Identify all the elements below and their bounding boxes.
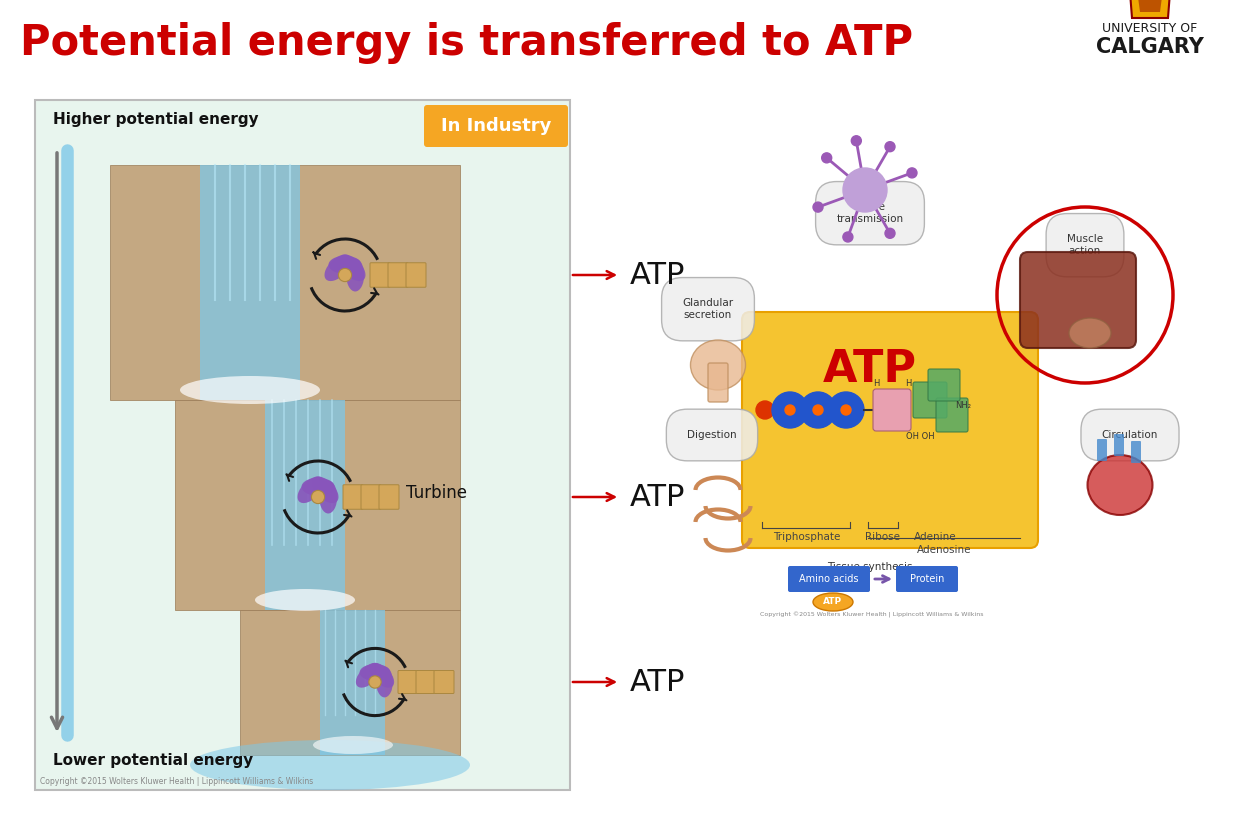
Circle shape [368, 676, 381, 688]
FancyBboxPatch shape [896, 566, 958, 592]
Ellipse shape [370, 663, 394, 688]
Text: Copyright ©2015 Wolters Kluwer Health | Lippincott Williams & Wilkins: Copyright ©2015 Wolters Kluwer Health | … [760, 612, 984, 618]
Ellipse shape [319, 481, 337, 514]
Circle shape [311, 491, 325, 504]
Circle shape [885, 228, 895, 238]
Text: Muscle
action: Muscle action [1067, 234, 1103, 256]
Circle shape [813, 202, 823, 212]
Circle shape [843, 232, 853, 242]
Ellipse shape [691, 340, 745, 390]
Circle shape [907, 168, 917, 178]
Bar [35, 100, 570, 790]
Text: Copyright ©2015 Wolters Kluwer Health | Lippincott Williams & Wilkins: Copyright ©2015 Wolters Kluwer Health | … [40, 777, 313, 786]
Polygon shape [1130, 0, 1170, 18]
Ellipse shape [1069, 318, 1111, 348]
Circle shape [885, 142, 895, 152]
Polygon shape [1138, 0, 1162, 12]
Text: In Industry: In Industry [441, 117, 551, 135]
Bar [320, 610, 384, 755]
Ellipse shape [325, 255, 351, 281]
Circle shape [843, 168, 887, 212]
Text: OH OH: OH OH [906, 432, 934, 441]
Text: ATP: ATP [630, 667, 686, 696]
FancyBboxPatch shape [434, 671, 454, 694]
Bar [240, 610, 460, 755]
FancyBboxPatch shape [1098, 439, 1107, 461]
Circle shape [813, 405, 823, 415]
FancyBboxPatch shape [405, 263, 426, 287]
FancyBboxPatch shape [1131, 441, 1141, 463]
Text: ATP: ATP [823, 349, 917, 392]
Bar [265, 400, 345, 610]
Bar [110, 165, 460, 400]
FancyBboxPatch shape [1020, 252, 1136, 348]
Text: Lower potential energy: Lower potential energy [53, 753, 253, 768]
Circle shape [828, 392, 864, 428]
Text: NH₂: NH₂ [955, 401, 971, 409]
Ellipse shape [356, 663, 381, 688]
Circle shape [852, 136, 861, 146]
Ellipse shape [180, 376, 320, 404]
Ellipse shape [255, 589, 355, 611]
Ellipse shape [311, 476, 339, 503]
Text: UNIVERSITY OF: UNIVERSITY OF [1103, 22, 1198, 35]
Text: Triphosphate: Triphosphate [774, 532, 840, 542]
Ellipse shape [298, 476, 324, 503]
FancyBboxPatch shape [708, 363, 728, 402]
Ellipse shape [339, 255, 366, 281]
Text: ATP: ATP [823, 598, 843, 607]
Text: Higher potential energy: Higher potential energy [53, 112, 258, 127]
FancyBboxPatch shape [398, 671, 418, 694]
FancyBboxPatch shape [417, 671, 436, 694]
FancyBboxPatch shape [370, 263, 391, 287]
Circle shape [772, 392, 808, 428]
Bar [200, 165, 300, 400]
Ellipse shape [1088, 455, 1152, 515]
FancyBboxPatch shape [1114, 434, 1124, 456]
FancyBboxPatch shape [928, 369, 960, 401]
FancyBboxPatch shape [388, 263, 408, 287]
Text: Nerve
transmission: Nerve transmission [837, 203, 904, 224]
Text: H: H [873, 379, 879, 388]
Circle shape [756, 401, 774, 419]
Text: Adenosine: Adenosine [917, 545, 971, 555]
FancyBboxPatch shape [344, 485, 363, 510]
Bar [176, 400, 460, 610]
Text: Amino acids: Amino acids [800, 574, 859, 584]
Ellipse shape [360, 664, 391, 681]
Ellipse shape [346, 258, 365, 291]
Text: CALGARY: CALGARY [1096, 37, 1204, 57]
Text: Glandular
secretion: Glandular secretion [682, 299, 733, 320]
Text: Turbine: Turbine [405, 484, 467, 502]
Ellipse shape [190, 740, 470, 790]
FancyBboxPatch shape [742, 312, 1038, 548]
Circle shape [822, 153, 832, 163]
Text: Adenine: Adenine [913, 532, 957, 542]
Text: Tissue synthesis: Tissue synthesis [827, 562, 912, 572]
Ellipse shape [376, 666, 393, 697]
Ellipse shape [313, 736, 393, 754]
Text: ATP: ATP [630, 261, 686, 290]
Text: Protein: Protein [910, 574, 944, 584]
FancyBboxPatch shape [361, 485, 381, 510]
Circle shape [840, 405, 852, 415]
Ellipse shape [329, 256, 361, 274]
Text: Ribose: Ribose [865, 532, 901, 542]
FancyBboxPatch shape [936, 398, 968, 432]
Text: Circulation: Circulation [1101, 430, 1158, 440]
Ellipse shape [302, 478, 335, 496]
Text: ATP: ATP [630, 482, 686, 511]
Text: Potential energy is transferred to ATP: Potential energy is transferred to ATP [20, 22, 913, 64]
Circle shape [785, 405, 795, 415]
Text: Digestion: Digestion [687, 430, 737, 440]
FancyBboxPatch shape [379, 485, 399, 510]
Text: H: H [905, 379, 911, 388]
FancyBboxPatch shape [873, 389, 911, 431]
Circle shape [800, 392, 836, 428]
FancyBboxPatch shape [789, 566, 870, 592]
Ellipse shape [813, 593, 853, 611]
FancyBboxPatch shape [913, 382, 947, 418]
Circle shape [339, 268, 351, 281]
FancyBboxPatch shape [424, 105, 569, 147]
